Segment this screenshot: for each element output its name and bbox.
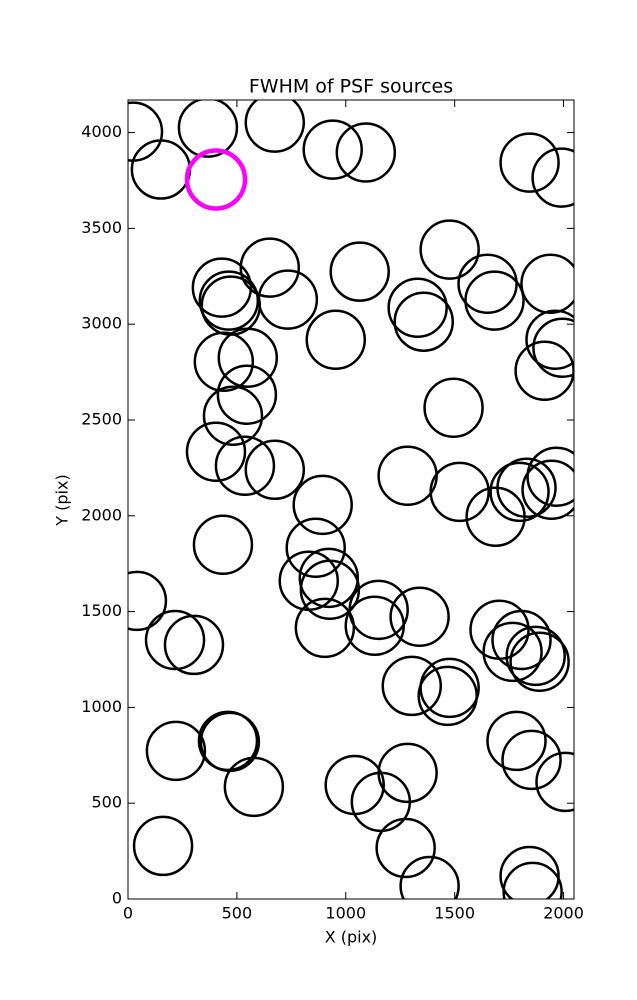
y-tick-label: 1500 (81, 601, 122, 620)
y-tick-label: 2000 (81, 505, 122, 524)
source-circle (214, 435, 276, 497)
source-circle (223, 756, 285, 818)
source-circle (192, 514, 254, 575)
chart-title: FWHM of PSF sources (249, 76, 453, 98)
source-circle (244, 100, 306, 153)
source-circle (489, 461, 550, 523)
x-tick-label: 2000 (543, 904, 584, 923)
source-circle (526, 446, 574, 507)
source-circle (344, 595, 405, 657)
plot-frame (127, 99, 575, 900)
plot-area (128, 100, 574, 899)
source-circle (520, 253, 574, 314)
source-circle (532, 317, 574, 378)
source-circle (464, 270, 525, 331)
source-circle (491, 609, 552, 671)
source-circle (499, 132, 560, 193)
source-circle (244, 439, 306, 501)
source-circle (429, 461, 490, 523)
source-circle (499, 845, 560, 899)
source-circle (531, 147, 574, 208)
source-circle (145, 720, 207, 782)
source-circle (191, 257, 253, 318)
source-circle (521, 459, 574, 520)
source-circle (144, 609, 206, 671)
y-tick-label: 500 (91, 793, 122, 812)
source-circle (399, 855, 460, 899)
y-tick-label: 1000 (81, 697, 122, 716)
source-circle (193, 331, 255, 392)
x-tick-label: 1000 (325, 904, 366, 923)
source-circle (163, 614, 225, 676)
source-circle (423, 377, 484, 438)
source-circle (217, 327, 279, 388)
source-circle (292, 474, 353, 536)
source-circle (389, 586, 450, 648)
source-circle (302, 119, 363, 180)
source-circle (185, 421, 247, 483)
source-circle (525, 309, 574, 370)
source-circle (381, 655, 443, 717)
source-circle (496, 457, 557, 519)
source-circle (417, 665, 478, 727)
source-circle (509, 631, 570, 693)
source-circle (535, 751, 574, 813)
x-tick-label: 500 (222, 904, 253, 923)
source-circle (502, 861, 563, 899)
x-tick-label: 0 (123, 904, 133, 923)
y-tick-label: 2500 (81, 409, 122, 428)
source-circle (457, 253, 518, 315)
source-circle (335, 122, 397, 183)
y-tick-label: 3500 (81, 218, 122, 237)
source-circle (305, 309, 367, 370)
source-circle (505, 625, 566, 687)
source-circle (486, 710, 547, 772)
y-tick-label: 3000 (81, 314, 122, 333)
x-axis-label: X (pix) (325, 928, 378, 947)
source-circle (298, 547, 360, 609)
source-circle (501, 729, 562, 791)
source-circle (329, 241, 390, 302)
source-circle (375, 817, 436, 879)
source-circle (216, 364, 278, 425)
source-circle (393, 291, 454, 352)
x-tick-label: 1500 (434, 904, 475, 923)
source-circle (239, 237, 301, 298)
source-circle (198, 270, 260, 331)
source-circle (285, 517, 346, 579)
y-tick-label: 4000 (81, 122, 122, 141)
y-tick-label: 0 (112, 889, 122, 908)
source-circle (177, 100, 239, 158)
source-circle (377, 742, 438, 804)
source-circle (387, 277, 448, 338)
source-circle (294, 597, 356, 659)
source-circle (132, 815, 194, 877)
source-circle (202, 385, 264, 447)
source-circle (184, 148, 248, 211)
source-circle (128, 570, 168, 632)
y-axis-label: Y (pix) (53, 474, 72, 526)
source-circle (482, 621, 543, 683)
source-circle (419, 219, 480, 280)
